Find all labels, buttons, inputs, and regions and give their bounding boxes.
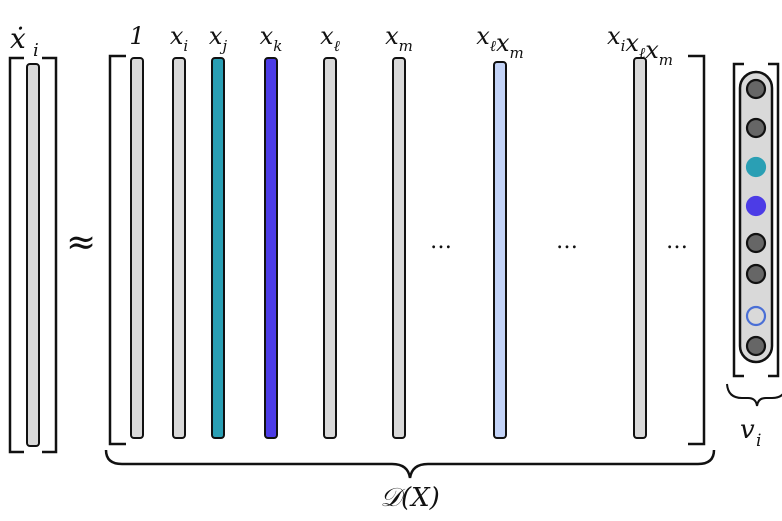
coef-capsule xyxy=(738,70,774,364)
library-column-7 xyxy=(493,61,507,439)
lhs-vector: ẋ i xyxy=(8,22,58,454)
library-column-3 xyxy=(211,57,225,439)
coef-dot-5 xyxy=(745,232,767,254)
ellipsis-2: … xyxy=(556,229,578,254)
library-bracket-right xyxy=(688,54,706,446)
coef-underbrace xyxy=(726,383,782,407)
column-label-1: 1 xyxy=(129,22,144,50)
coef-bracket-right xyxy=(768,62,780,378)
library-bracket-left xyxy=(108,54,126,446)
coef-dot-1 xyxy=(745,78,767,100)
approx-symbol: ≈ xyxy=(66,222,96,263)
library-columns xyxy=(130,57,647,439)
column-label-6: xm xyxy=(385,22,413,55)
coef-bracket-left xyxy=(732,62,744,378)
lhs-subscript: i xyxy=(33,40,39,61)
library-column-4 xyxy=(264,57,278,439)
ellipsis-3: … xyxy=(666,229,688,254)
lhs-bracket-left xyxy=(8,56,24,454)
column-label-4: xk xyxy=(260,22,283,55)
library-column-5 xyxy=(323,57,337,439)
coef-dot-2 xyxy=(745,117,767,139)
library-column-2 xyxy=(172,57,186,439)
library-label: 𝒟(X) xyxy=(380,483,440,513)
coef-dot-7 xyxy=(745,305,767,327)
library-underbrace xyxy=(104,449,716,479)
lhs-bracket-right xyxy=(42,56,58,454)
coef-dot-6 xyxy=(745,263,767,285)
lhs-label: ẋ xyxy=(10,22,26,55)
ellipsis-1: … xyxy=(430,229,452,254)
library-column-1 xyxy=(130,57,144,439)
coefficient-dots xyxy=(745,78,767,357)
coef-subscript: i xyxy=(756,431,761,451)
column-label-7: xℓxm xyxy=(476,22,524,62)
library-column-8 xyxy=(633,57,647,439)
coefficient-vector: v i xyxy=(726,62,782,451)
column-label-5: xℓ xyxy=(320,22,340,55)
column-label-2: xi xyxy=(170,22,189,55)
column-label-8: xixℓxm xyxy=(607,22,673,69)
lhs-column xyxy=(26,63,40,447)
column-label-3: xj xyxy=(209,22,228,55)
coef-label: v xyxy=(740,415,755,445)
coef-dot-4 xyxy=(745,195,767,217)
coef-dot-8 xyxy=(745,335,767,357)
coef-dot-3 xyxy=(745,156,767,178)
library-column-6 xyxy=(392,57,406,439)
